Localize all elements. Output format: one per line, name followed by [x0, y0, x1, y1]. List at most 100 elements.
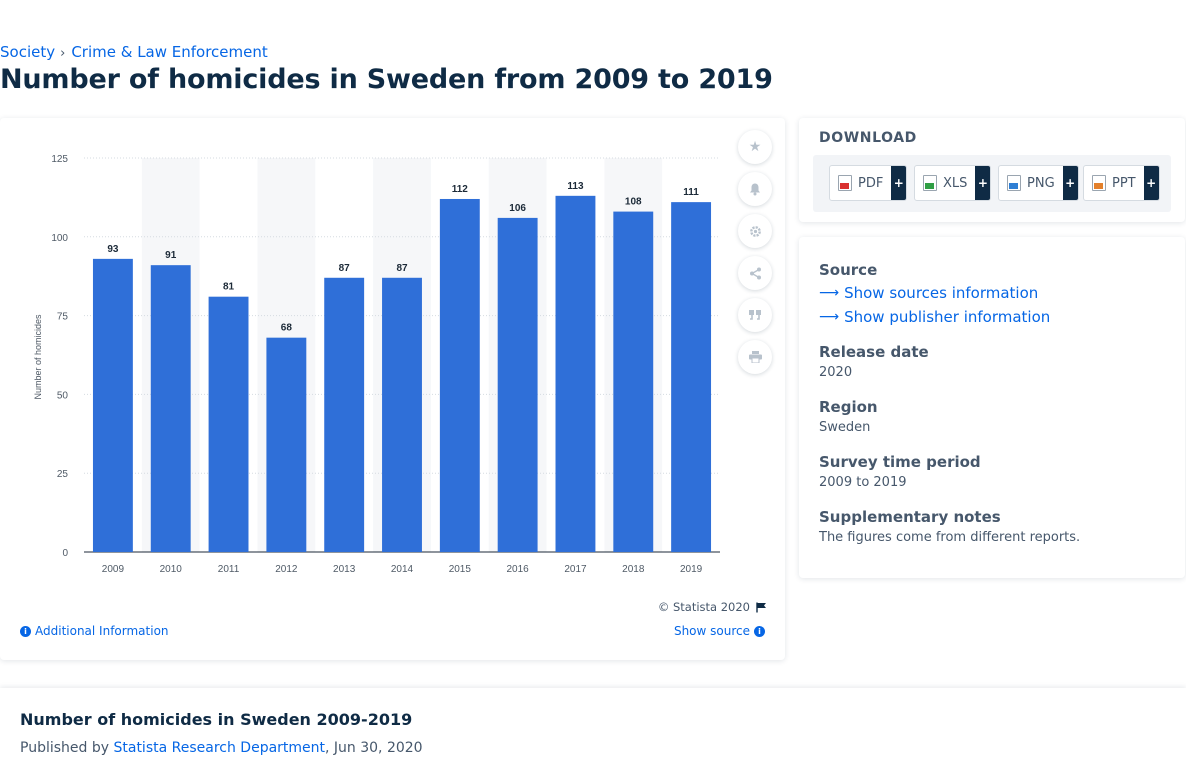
data-label: 106: [509, 203, 526, 214]
bar: [208, 296, 249, 552]
y-axis-label: Number of homicides: [33, 314, 43, 400]
flag-icon[interactable]: [756, 602, 767, 613]
show-publisher-link[interactable]: ⟶ Show publisher information: [819, 308, 1050, 326]
info-icon: i: [754, 625, 765, 637]
y-tick-label: 50: [57, 390, 69, 401]
xls-file-icon: [923, 175, 937, 191]
x-tick-label: 2010: [160, 564, 183, 575]
bar: [497, 217, 538, 552]
additional-info-link[interactable]: i Additional Information: [20, 624, 169, 638]
region-value: Sweden: [819, 420, 871, 435]
copyright: © Statista 2020: [658, 600, 767, 614]
data-label: 91: [165, 250, 177, 261]
data-label: 87: [396, 263, 408, 274]
published-prefix: Published by: [20, 740, 110, 756]
bell-icon[interactable]: [738, 172, 772, 206]
bar: [439, 198, 480, 552]
publisher-link[interactable]: Statista Research Department: [113, 740, 326, 756]
bar: [266, 337, 307, 552]
plus-icon: +: [1062, 166, 1078, 200]
data-label: 112: [452, 184, 469, 195]
download-ppt-button[interactable]: PPT +: [1083, 165, 1160, 201]
star-icon[interactable]: ★: [738, 130, 772, 164]
y-tick-label: 125: [51, 154, 68, 165]
x-tick-label: 2011: [218, 564, 240, 575]
report-card: Number of homicides in Sweden 2009-2019 …: [0, 688, 1186, 760]
download-title: DOWNLOAD: [819, 130, 917, 146]
data-label: 113: [567, 181, 584, 192]
show-publisher-label: Show publisher information: [844, 308, 1051, 326]
arrow-right-icon: ⟶: [819, 309, 840, 325]
y-tick-label: 0: [62, 548, 68, 559]
copyright-text: © Statista 2020: [657, 600, 750, 614]
download-xls-label: XLS: [943, 175, 968, 191]
png-file-icon: [1007, 175, 1021, 191]
published-date: , Jun 30, 2020: [325, 740, 423, 756]
plus-icon: +: [1143, 166, 1159, 200]
download-row: PDF + XLS + PNG + PPT +: [813, 155, 1171, 212]
supplementary-notes-value: The figures come from different reports.: [819, 530, 1081, 545]
download-ppt-label: PPT: [1112, 175, 1136, 191]
additional-info-label: Additional Information: [35, 624, 169, 638]
info-icon: i: [20, 625, 31, 637]
arrow-right-icon: ⟶: [819, 285, 840, 301]
survey-period-label: Survey time period: [819, 453, 981, 471]
download-png-button[interactable]: PNG +: [998, 165, 1079, 201]
bar: [555, 195, 596, 552]
breadcrumb-society[interactable]: Society: [0, 43, 56, 61]
y-tick-label: 100: [51, 233, 68, 244]
x-tick-label: 2015: [449, 564, 472, 575]
bar: [613, 211, 654, 553]
y-tick-label: 25: [57, 469, 69, 480]
data-label: 93: [107, 244, 119, 255]
x-tick-label: 2013: [333, 564, 356, 575]
download-pdf-label: PDF: [858, 175, 884, 191]
x-tick-label: 2014: [391, 564, 414, 575]
show-source-link[interactable]: Show source i: [674, 624, 765, 638]
plus-icon: +: [891, 166, 907, 200]
published-by: Published by Statista Research Departmen…: [20, 740, 423, 756]
bar: [324, 277, 365, 552]
report-title: Number of homicides in Sweden 2009-2019: [20, 710, 413, 729]
show-source-label: Show source: [673, 624, 750, 638]
breadcrumb-crime-law[interactable]: Crime & Law Enforcement: [71, 43, 268, 61]
pdf-file-icon: [838, 175, 852, 191]
quote-icon[interactable]: [738, 298, 772, 332]
print-icon[interactable]: [738, 340, 772, 374]
x-tick-label: 2019: [680, 564, 703, 575]
statistic-details-card: Source ⟶ Show sources information ⟶ Show…: [799, 237, 1185, 578]
survey-period-value: 2009 to 2019: [819, 475, 907, 490]
region-label: Region: [819, 398, 878, 416]
show-sources-link[interactable]: ⟶ Show sources information: [819, 284, 1038, 302]
release-date-label: Release date: [819, 343, 929, 361]
release-date-value: 2020: [819, 365, 853, 380]
share-icon[interactable]: [738, 256, 772, 290]
data-label: 111: [683, 187, 699, 198]
data-label: 81: [223, 282, 235, 293]
breadcrumb: Society › Crime & Law Enforcement: [0, 43, 268, 61]
download-card: DOWNLOAD PDF + XLS + PNG + PPT +: [799, 118, 1185, 222]
data-label: 87: [339, 263, 351, 274]
x-tick-label: 2016: [507, 564, 530, 575]
ppt-file-icon: [1092, 175, 1106, 191]
source-label: Source: [819, 261, 878, 279]
gear-icon[interactable]: [738, 214, 772, 248]
data-label: 68: [281, 323, 293, 334]
show-sources-label: Show sources information: [844, 284, 1039, 302]
download-png-label: PNG: [1027, 175, 1055, 191]
y-tick-label: 75: [57, 312, 69, 323]
x-tick-label: 2018: [622, 564, 645, 575]
bar: [92, 258, 133, 552]
chevron-right-icon: ›: [60, 46, 66, 61]
data-label: 108: [625, 197, 642, 208]
x-tick-label: 2009: [102, 564, 125, 575]
x-tick-label: 2017: [564, 564, 587, 575]
download-pdf-button[interactable]: PDF +: [829, 165, 908, 201]
chart-card: 0 25 50 75 100 125 Number of homicides 93 2009 91…: [0, 118, 785, 660]
supplementary-notes-label: Supplementary notes: [819, 508, 1001, 526]
bar-chart: 0 25 50 75 100 125 Number of homicides 93 2009 91…: [33, 154, 720, 575]
page-title: Number of homicides in Sweden from 2009 …: [0, 64, 773, 95]
download-xls-button[interactable]: XLS +: [914, 165, 992, 201]
plus-icon: +: [975, 166, 991, 200]
bar: [671, 202, 712, 552]
